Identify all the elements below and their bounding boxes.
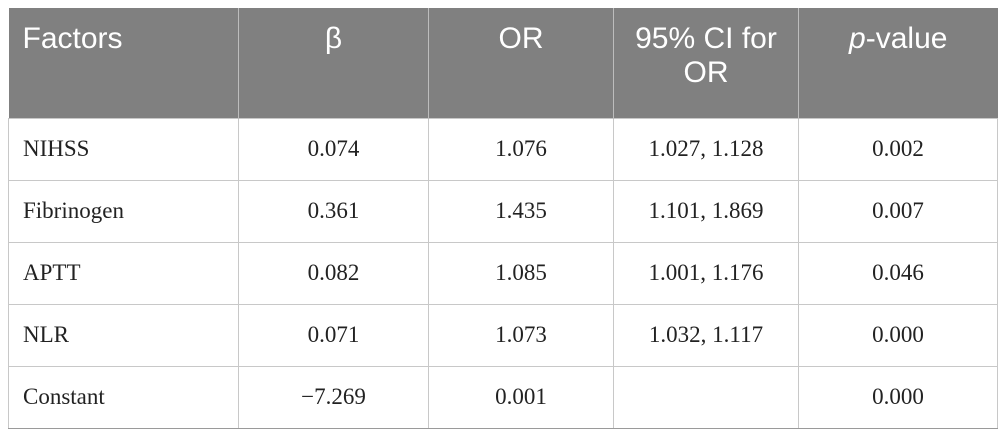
header-row: Factors β OR 95% CI for OR p-value <box>8 8 998 118</box>
cell: 0.046 <box>798 241 998 305</box>
cell: 1.073 <box>428 303 614 367</box>
cell: −7.269 <box>238 365 429 429</box>
table-row: APTT 0.082 1.085 1.001, 1.176 0.046 <box>8 241 998 305</box>
empty-cell <box>613 365 799 429</box>
row-label: APTT <box>8 241 239 305</box>
results-table: Factors β OR 95% CI for OR p-value NIHSS 0.07… <box>8 8 998 429</box>
cell: 0.082 <box>238 241 429 305</box>
header-italic: p <box>849 22 866 55</box>
header-cell: 95% CI for OR <box>613 8 799 118</box>
header-text: -value <box>865 22 948 55</box>
table-row: NLR 0.071 1.073 1.032, 1.117 0.000 <box>8 303 998 367</box>
cell: 0.000 <box>798 303 998 367</box>
row-label: NLR <box>8 303 239 367</box>
header-cell: β <box>238 8 429 118</box>
cell: 1.085 <box>428 241 614 305</box>
table-row: Constant −7.269 0.001 0.000 <box>8 365 998 429</box>
row-label: Constant <box>8 365 239 429</box>
table-row: NIHSS 0.074 1.076 1.027, 1.128 0.002 <box>8 117 998 181</box>
header-cell: p-value <box>798 8 998 118</box>
cell: 1.027, 1.128 <box>613 117 799 181</box>
table-row: Fibrinogen 0.361 1.435 1.101, 1.869 0.007 <box>8 179 998 243</box>
cell: 1.101, 1.869 <box>613 179 799 243</box>
cell: 0.001 <box>428 365 614 429</box>
cell: 0.007 <box>798 179 998 243</box>
row-label: Fibrinogen <box>8 179 239 243</box>
cell: 1.001, 1.176 <box>613 241 799 305</box>
cell: 0.361 <box>238 179 429 243</box>
cell: 0.000 <box>798 365 998 429</box>
cell: 0.002 <box>798 117 998 181</box>
cell: 0.074 <box>238 117 429 181</box>
cell: 1.032, 1.117 <box>613 303 799 367</box>
cell: 0.071 <box>238 303 429 367</box>
cell: 1.435 <box>428 179 614 243</box>
table-body: NIHSS 0.074 1.076 1.027, 1.128 0.002 Fibrinog… <box>8 117 998 429</box>
header-cell: Factors <box>8 8 239 118</box>
row-label: NIHSS <box>8 117 239 181</box>
table-container: Factors β OR 95% CI for OR p-value NIHSS 0.07… <box>8 8 998 429</box>
header-cell: OR <box>428 8 614 118</box>
cell: 1.076 <box>428 117 614 181</box>
